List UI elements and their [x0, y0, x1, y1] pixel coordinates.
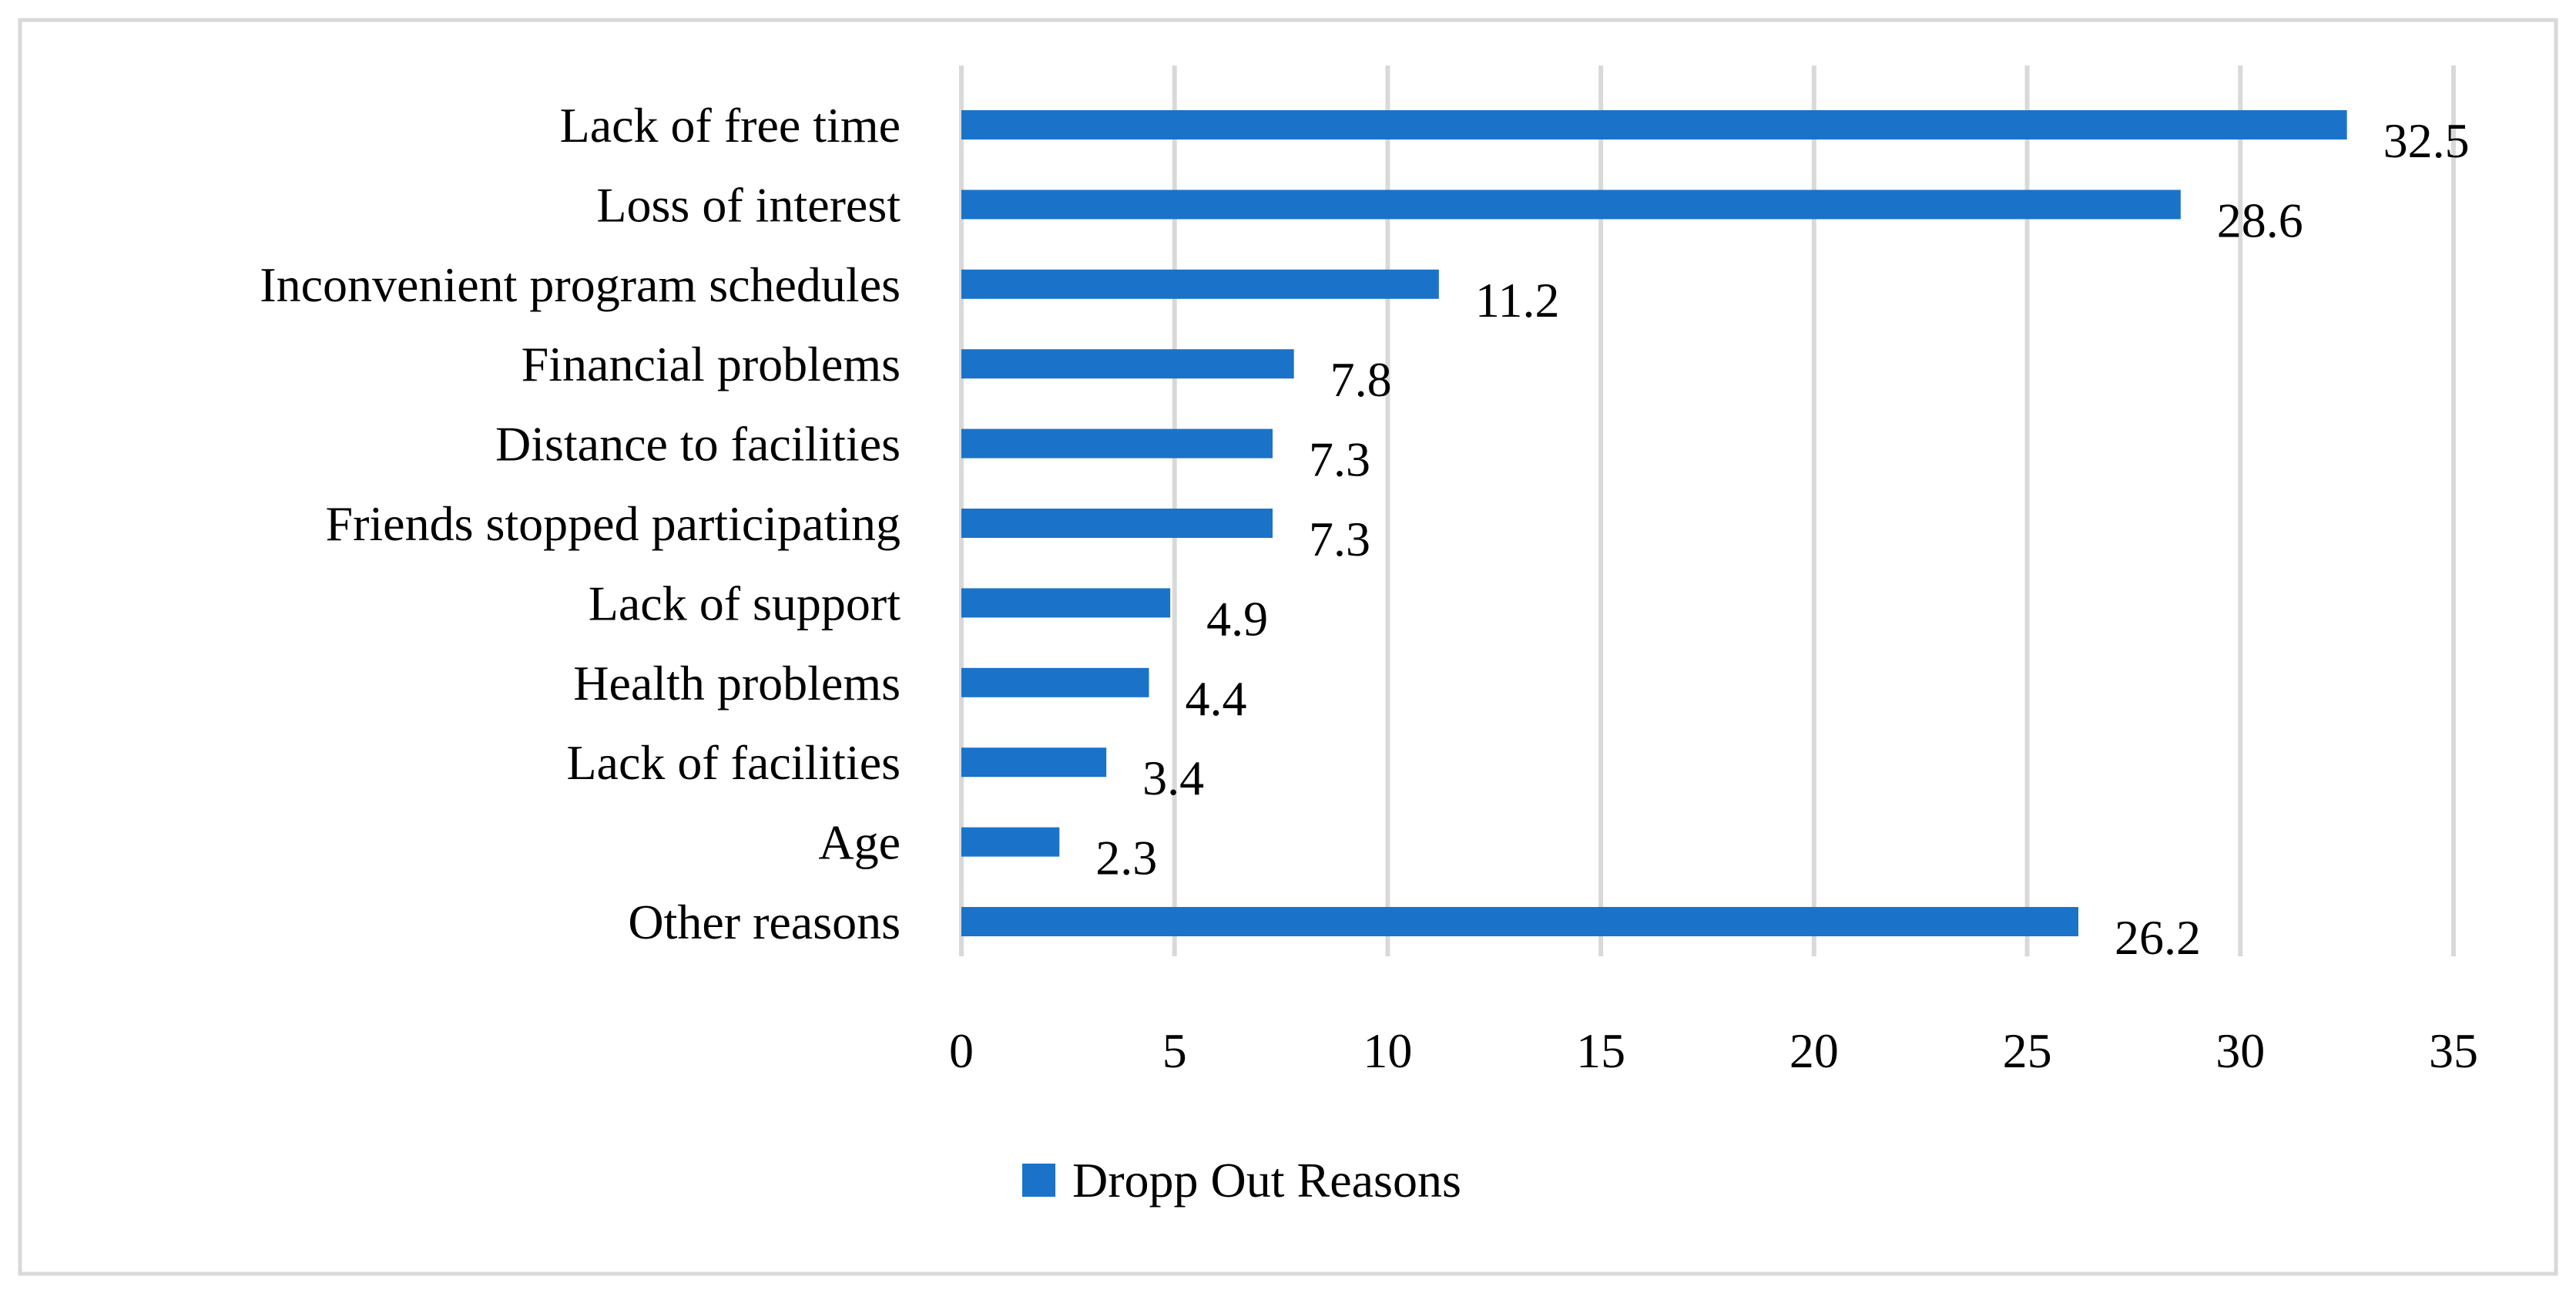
x-tick-label: 35	[2429, 1023, 2478, 1078]
data-label: 4.4	[1186, 671, 1247, 726]
x-tick-label: 0	[949, 1023, 974, 1078]
bar	[961, 827, 1060, 857]
category-label: Health problems	[573, 656, 901, 710]
bar	[961, 349, 1294, 379]
bar	[961, 269, 1439, 299]
category-label: Friends stopped participating	[325, 496, 901, 551]
category-label: Lack of support	[589, 576, 901, 630]
data-label: 11.2	[1475, 273, 1560, 328]
x-tick-label: 25	[2003, 1023, 2052, 1078]
x-tick-label: 30	[2215, 1023, 2265, 1078]
bar	[961, 509, 1273, 538]
bar	[961, 110, 2347, 139]
data-label: 7.8	[1330, 352, 1392, 407]
legend: Dropp Out Reasons	[1022, 1153, 1461, 1208]
bar	[961, 907, 2078, 936]
legend-label: Dropp Out Reasons	[1072, 1153, 1461, 1208]
x-tick-label: 20	[1789, 1023, 1839, 1078]
data-label: 4.9	[1206, 591, 1268, 646]
category-label: Loss of interest	[596, 177, 901, 232]
chart-frame	[18, 18, 2558, 1276]
bar	[961, 190, 2181, 220]
category-label: Other reasons	[628, 895, 901, 949]
bar	[961, 747, 1107, 778]
category-label: Financial problems	[522, 337, 901, 391]
category-label: Age	[818, 815, 901, 870]
category-label: Inconvenient program schedules	[260, 257, 901, 312]
x-tick-label: 15	[1576, 1023, 1625, 1078]
data-label: 32.5	[2383, 113, 2470, 168]
category-label: Lack of facilities	[566, 735, 901, 790]
category-label: Lack of free time	[560, 98, 901, 153]
x-tick-label: 10	[1363, 1023, 1412, 1078]
data-label: 7.3	[1309, 512, 1370, 566]
data-label: 3.4	[1142, 751, 1204, 805]
bar	[961, 428, 1273, 459]
data-label: 26.2	[2115, 910, 2201, 965]
bar	[961, 667, 1149, 697]
bar	[961, 588, 1171, 618]
data-label: 2.3	[1095, 831, 1157, 885]
x-tick-label: 5	[1162, 1023, 1187, 1078]
data-label: 28.6	[2217, 193, 2303, 247]
data-label: 7.3	[1309, 432, 1370, 487]
legend-swatch	[1022, 1164, 1055, 1197]
category-label: Distance to facilities	[495, 417, 901, 472]
